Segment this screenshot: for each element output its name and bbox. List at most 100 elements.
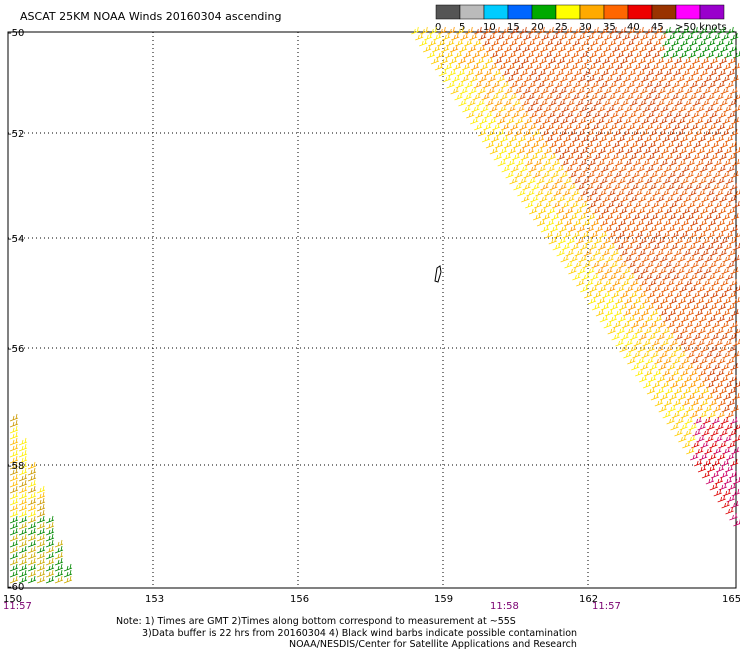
wind-barb [714,242,723,251]
wind-barb [27,473,37,482]
wind-barb [588,146,598,155]
wind-barb [518,176,527,185]
wind-barb [607,230,616,239]
wind-barb [670,134,680,143]
wind-barb [733,232,740,239]
wind-barb [677,116,686,125]
wind-barb [591,122,600,131]
wind-barb [9,557,19,566]
wind-barb [556,152,565,161]
wind-barb [701,428,710,437]
wind-barb [695,158,704,167]
wind-barb [562,188,571,197]
wind-barb [685,212,695,221]
wind-barb [489,104,498,113]
wind-barb [495,128,505,137]
wind-barb [674,44,684,53]
wind-barb [530,140,540,149]
wind-barb [594,128,604,137]
wind-barb [636,164,645,173]
wind-barb [642,242,651,251]
wind-barb [438,68,447,77]
wind-barb [9,569,19,578]
wind-barb [709,290,719,299]
wind-barb [631,308,641,317]
wind-barb [726,68,735,77]
wind-barb [712,266,721,275]
wind-barb [660,104,669,113]
wind-barb [578,62,588,71]
wind-barb [683,374,693,383]
wind-barb [687,338,696,347]
wind-barb [474,68,483,77]
wind-barb [27,569,37,578]
wind-barb [625,188,634,197]
wind-barb [442,74,451,83]
wind-barb [700,206,709,215]
wind-barb [619,344,628,353]
wind-barb [521,194,530,203]
wind-barb [583,248,592,257]
wind-barb [540,128,550,137]
wind-barb [661,92,670,101]
wind-barb [723,338,732,347]
wind-barb [609,260,618,269]
wind-barb [640,74,649,83]
wind-barb [649,362,658,371]
wind-barb [647,194,656,203]
wind-barb [593,194,602,203]
wind-barb [694,362,703,371]
wind-barb [691,206,700,215]
wind-barb [587,296,597,305]
wind-barb [699,356,708,365]
wind-barb [689,314,698,323]
wind-barb [710,44,720,53]
wind-barb [690,452,699,461]
wind-barb [429,26,438,35]
wind-barb [581,38,590,47]
wind-barb [717,356,726,365]
wind-barb [609,26,618,35]
wind-barb [501,68,510,77]
wind-barb [482,80,491,89]
legend-swatch [483,4,509,20]
wind-barb [720,458,730,467]
wind-barb [654,164,663,173]
wind-barb [711,86,720,95]
wind-barb [713,296,723,305]
wind-barb [600,302,610,311]
wind-barb [720,128,730,137]
wind-barb [730,212,740,221]
wind-barb [634,188,643,197]
wind-barb [671,176,680,185]
wind-barb [559,170,568,179]
wind-barb [519,122,528,131]
wind-barb [601,248,610,257]
wind-barb [677,296,687,305]
wind-barb [533,158,542,167]
wind-barb [567,182,576,191]
wind-barb [713,350,722,359]
wind-barb [719,428,728,437]
wind-barb [639,86,648,95]
wind-barb [711,182,720,191]
wind-barb [509,38,518,47]
wind-barb [541,74,550,83]
wind-barb [649,212,659,221]
wind-barb [584,44,594,53]
wind-barb [9,539,19,548]
wind-barb [674,374,684,383]
wind-barb [492,68,501,77]
wind-barb [511,152,520,161]
wind-barb [720,278,729,287]
wind-barb [681,122,690,131]
wind-barb [662,368,671,377]
wind-barb [557,98,566,107]
wind-barb [616,326,625,335]
wind-barb [670,230,679,239]
wind-barb [731,254,740,263]
wind-barb [547,56,557,65]
wind-barb [573,68,582,77]
wind-barb [667,74,676,83]
wind-barb [637,56,647,65]
